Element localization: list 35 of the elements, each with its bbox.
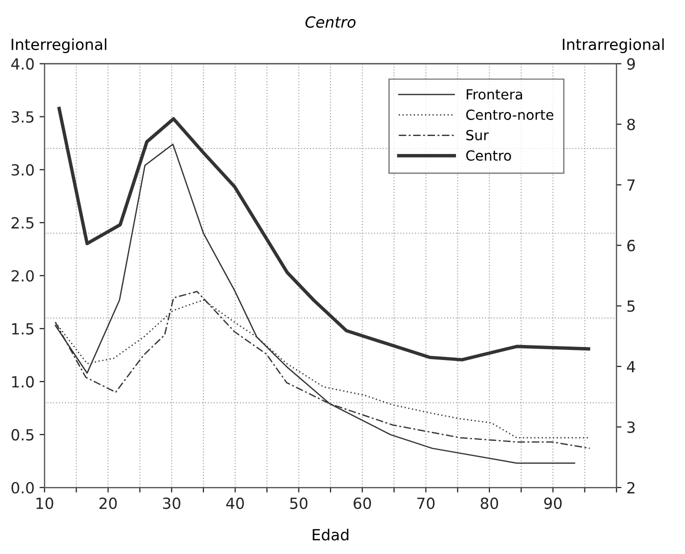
x-tick-label: 20 <box>99 498 117 510</box>
legend-label: Centro <box>466 150 512 161</box>
x-tick-label: 60 <box>354 498 371 510</box>
y-tick-label: 4.0 <box>11 58 34 70</box>
y-axis-title: Interregional <box>12 38 106 54</box>
y-tick-label: 3.5 <box>12 111 34 123</box>
y-tick-label: 1.0 <box>12 376 34 388</box>
x-tick-label: 70 <box>417 498 435 510</box>
y2-tick-label: 3 <box>627 421 635 433</box>
x-tick-label: 40 <box>226 498 244 510</box>
y-tick-label: 3.0 <box>12 164 34 176</box>
x-axis-title: Edad <box>312 528 348 541</box>
legend-label: Sur <box>466 130 489 140</box>
y-tick-label: 2.0 <box>12 270 34 282</box>
y2-tick-label: 2 <box>627 482 634 494</box>
y-tick-label: 0.0 <box>12 482 34 494</box>
y2-tick-label: 8 <box>627 118 635 130</box>
chart-title: Centro <box>305 16 356 28</box>
y2-tick-label: 5 <box>627 300 635 312</box>
x-tick-label: 50 <box>290 498 308 510</box>
y2-tick-label: 6 <box>627 240 635 252</box>
x-tick-label: 10 <box>36 498 54 510</box>
y-tick-label: 0.5 <box>12 429 34 441</box>
y2-tick-label: 4 <box>626 361 636 372</box>
line-series <box>57 106 590 362</box>
legend-label: Centro-norte <box>466 109 554 120</box>
legend-label: Frontera <box>466 89 522 100</box>
x-tick-label: 80 <box>480 498 498 510</box>
y2-axis-title: Intrarregional <box>562 38 664 54</box>
y2-tick-label: 7 <box>627 179 635 191</box>
x-tick-label: 30 <box>163 498 180 510</box>
y2-tick-label: 9 <box>627 58 635 70</box>
y-tick-label: 2.5 <box>12 217 34 229</box>
x-tick-label: 90 <box>544 498 562 510</box>
y-tick-label: 1.5 <box>12 323 34 335</box>
